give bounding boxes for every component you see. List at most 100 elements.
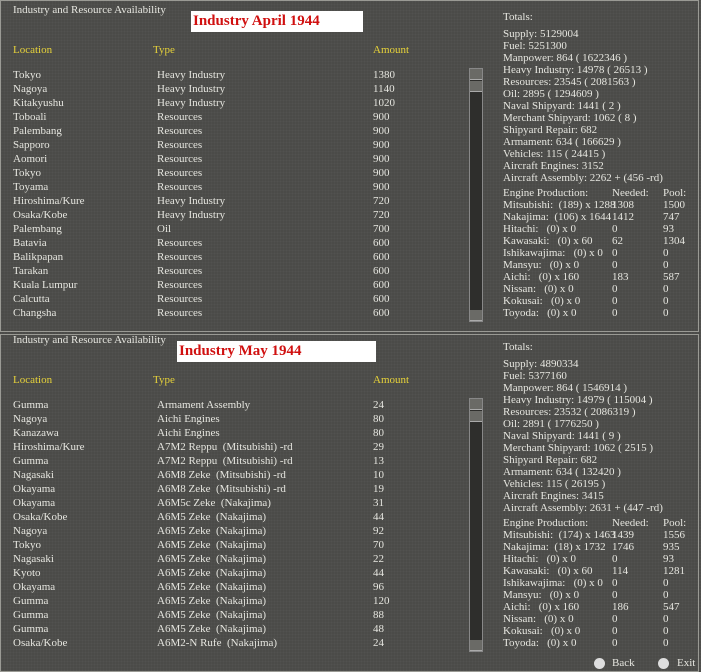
type: A6M5c Zeke (Nakajima) xyxy=(157,497,271,509)
location: Toboali xyxy=(13,111,47,123)
type: A7M2 Reppu (Mitsubishi) -rd xyxy=(157,441,293,453)
type: Aichi Engines xyxy=(157,413,220,425)
engine-cell: 93 xyxy=(663,223,674,235)
location: Tokyo xyxy=(13,167,41,179)
engine-cell: 0 xyxy=(612,307,618,319)
engine-cell: 0 xyxy=(612,259,618,271)
engine-header: Pool: xyxy=(663,517,687,529)
amount: 19 xyxy=(373,483,384,495)
type: Resources xyxy=(157,139,203,151)
amount: 1140 xyxy=(373,83,395,95)
type: Heavy Industry xyxy=(157,69,226,81)
amount: 720 xyxy=(373,195,390,207)
amount: 24 xyxy=(373,399,384,411)
scroll-part[interactable] xyxy=(470,310,482,321)
engine-cell: 1746 xyxy=(612,541,634,553)
total-line: Heavy Industry: 14979 ( 115004 ) xyxy=(503,394,653,406)
engine-cell: Mansyu: (0) x 0 xyxy=(503,259,580,271)
column-header: Amount xyxy=(373,44,410,56)
amount: 600 xyxy=(373,251,390,263)
total-line: Armament: 634 ( 166629 ) xyxy=(503,136,621,148)
type: Resources xyxy=(157,125,203,137)
amount: 700 xyxy=(373,223,390,235)
total-line: Manpower: 864 ( 1546914 ) xyxy=(503,382,628,394)
engine-cell: 0 xyxy=(612,577,618,589)
type: Heavy Industry xyxy=(157,209,226,221)
location: Okayama xyxy=(13,497,56,509)
engine-cell: Kawasaki: (0) x 60 xyxy=(503,565,593,577)
location: Palembang xyxy=(13,125,62,137)
engine-cell: 114 xyxy=(612,565,629,577)
type: Resources xyxy=(157,153,203,165)
location: Changsha xyxy=(13,307,57,319)
total-line: Oil: 2895 ( 1294609 ) xyxy=(503,88,599,100)
engine-cell: Mitsubishi: (174) x 1463 xyxy=(503,529,616,541)
location: Kanazawa xyxy=(13,427,59,439)
scroll-part[interactable] xyxy=(470,81,482,92)
engine-cell: 1304 xyxy=(663,235,685,247)
engine-cell: Nakajima: (106) x 1644 xyxy=(503,211,612,223)
engine-cell: 0 xyxy=(663,625,669,637)
type: A7M2 Reppu (Mitsubishi) -rd xyxy=(157,455,293,467)
location: Nagasaki xyxy=(13,469,54,481)
total-line: Aircraft Assembly: 2631 + (447 -rd) xyxy=(503,502,663,514)
location: Calcutta xyxy=(13,293,50,305)
engine-cell: Kawasaki: (0) x 60 xyxy=(503,235,593,247)
type: Resources xyxy=(157,251,203,263)
engine-cell: Ishikawajima: (0) x 0 xyxy=(503,247,603,259)
engine-cell: 0 xyxy=(612,247,618,259)
panel-title: Industry May 1944 xyxy=(177,341,376,362)
scroll-part[interactable] xyxy=(470,69,482,80)
scroll-part[interactable] xyxy=(470,640,482,651)
location: Tarakan xyxy=(13,265,49,277)
engine-cell: Hitachi: (0) x 0 xyxy=(503,553,577,565)
type: A6M5 Zeke (Nakajima) xyxy=(157,553,267,565)
location: Nagoya xyxy=(13,413,48,425)
total-line: Heavy Industry: 14978 ( 26513 ) xyxy=(503,64,648,76)
type: Armament Assembly xyxy=(157,399,251,411)
amount: 900 xyxy=(373,139,390,151)
engine-cell: 0 xyxy=(612,637,618,649)
amount: 44 xyxy=(373,567,384,579)
amount: 900 xyxy=(373,167,390,179)
panel-title: Industry April 1944 xyxy=(191,11,363,32)
totals-label: Totals: xyxy=(503,11,533,23)
location: Kyoto xyxy=(13,567,41,579)
engine-cell: 747 xyxy=(663,211,680,223)
engine-cell: 0 xyxy=(612,295,618,307)
engine-cell: 0 xyxy=(612,589,618,601)
type: Heavy Industry xyxy=(157,195,226,207)
column-header: Location xyxy=(13,374,53,386)
total-line: Vehicles: 115 ( 26195 ) xyxy=(503,478,606,490)
location: Toyama xyxy=(13,181,49,193)
type: A6M5 Zeke (Nakajima) xyxy=(157,525,267,537)
engine-cell: 1308 xyxy=(612,199,634,211)
location: Gumma xyxy=(13,623,49,635)
scroll-part[interactable] xyxy=(470,411,482,422)
engine-cell: 0 xyxy=(663,577,669,589)
button[interactable]: Back xyxy=(612,657,635,669)
button[interactable]: Exit xyxy=(677,657,696,669)
amount: 600 xyxy=(373,279,390,291)
engine-cell: 0 xyxy=(612,613,618,625)
amount: 48 xyxy=(373,623,384,635)
type: Resources xyxy=(157,167,203,179)
type: Aichi Engines xyxy=(157,427,220,439)
type: Resources xyxy=(157,307,203,319)
engine-cell: 0 xyxy=(663,283,669,295)
total-line: Resources: 23532 ( 2086319 ) xyxy=(503,406,636,418)
column-header: Location xyxy=(13,44,53,56)
engine-cell: Nissan: (0) x 0 xyxy=(503,283,574,295)
amount: 29 xyxy=(373,441,384,453)
engine-header: Needed: xyxy=(612,517,649,529)
scroll-part[interactable] xyxy=(470,399,482,410)
total-line: Oil: 2891 ( 1776250 ) xyxy=(503,418,599,430)
engine-cell: Hitachi: (0) x 0 xyxy=(503,223,577,235)
amount: 44 xyxy=(373,511,384,523)
column-header: Type xyxy=(153,44,175,56)
type: Resources xyxy=(157,293,203,305)
button-icon xyxy=(594,658,605,669)
total-line: Fuel: 5377160 xyxy=(503,370,567,382)
total-line: Vehicles: 115 ( 24415 ) xyxy=(503,148,606,160)
total-line: Supply: 4890334 xyxy=(503,358,579,370)
